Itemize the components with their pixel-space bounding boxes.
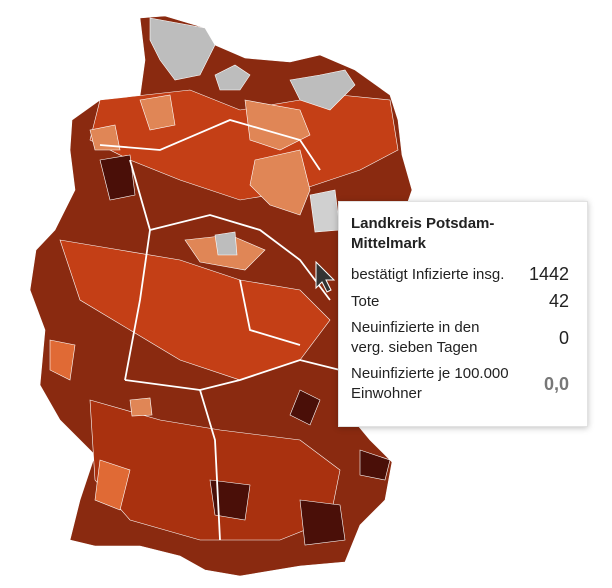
region: [139, 94, 176, 131]
row-value: 0,0: [543, 373, 569, 394]
region: [49, 339, 76, 381]
state-borders: [99, 119, 341, 541]
cursor: [315, 260, 336, 293]
tooltip-row: Neuinfizierte je 100.000 Einwohner 0,0: [351, 364, 569, 404]
row-label: bestätigt Infizierte insg.: [351, 265, 505, 283]
row-label: Neuinfizierte in den verg. sieben Tagen: [351, 319, 480, 356]
tooltip-row: Tote 42: [351, 291, 569, 312]
region: [94, 459, 131, 511]
region: [289, 69, 356, 111]
tooltip: Landkreis Potsdam-Mittelmark bestätigt I…: [338, 201, 588, 427]
tooltip-title: Landkreis Potsdam-Mittelmark: [351, 215, 495, 252]
region: [89, 124, 121, 151]
region: [214, 64, 251, 91]
region: [209, 479, 251, 521]
row-value: 42: [548, 291, 569, 311]
region: [99, 154, 136, 201]
region: [359, 449, 391, 481]
row-value: 0: [558, 327, 569, 348]
region: [149, 17, 216, 81]
region: [289, 389, 321, 426]
row-label: Tote: [351, 292, 380, 310]
region: [309, 189, 341, 233]
row-label: Neuinfizierte je 100.000 Einwohner: [351, 365, 509, 402]
region: [214, 231, 238, 256]
region: [59, 239, 331, 381]
row-value: 1442: [528, 264, 569, 284]
tooltip-row: bestätigt Infizierte insg. 1442: [351, 264, 569, 285]
tooltip-row: Neuinfizierte in den verg. sieben Tagen …: [351, 318, 569, 358]
region: [249, 149, 311, 216]
region: [299, 499, 346, 546]
region: [129, 397, 153, 417]
